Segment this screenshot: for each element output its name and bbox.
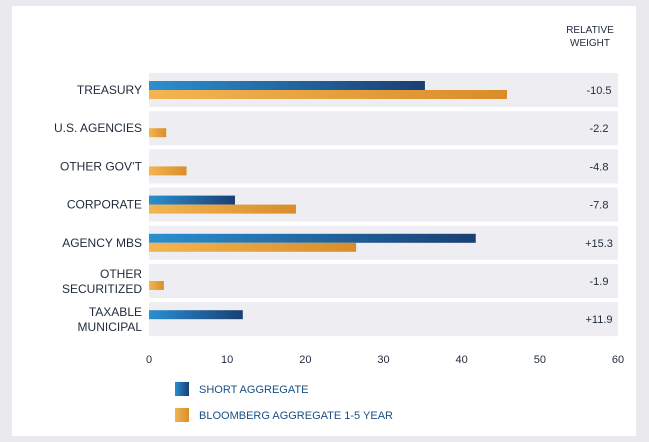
x-tick-40: 40 [456,354,468,366]
chart-panel: TREASURY U.S. AGENCIES OTHER GOV’T CORPORAT… [12,6,636,436]
x-tick-50: 50 [534,354,546,366]
category-label-agency-mbs: AGENCY MBS [62,236,142,250]
relative-weight-taxable-municipal: +11.9 [585,314,612,326]
bar-short-aggregate-corporate [149,195,235,205]
row-band-u-s-agencies [149,111,618,146]
bar-short-aggregate-agency-mbs [149,233,476,243]
x-tick-0: 0 [146,354,152,366]
category-label-corporate: CORPORATE [67,198,142,212]
relative-weight-other-gov-t: -4.8 [590,161,609,173]
bar-bloomberg-other-securitized [149,281,164,290]
bar-bloomberg-u-s-agencies [149,128,167,138]
category-label-other-securitized: OTHER SECURITIZED [62,267,142,296]
row-band-other-securitized [149,264,618,298]
legend-swatch-bloomberg [175,408,189,422]
legend-swatch-short-aggregate [175,382,189,396]
x-tick-30: 30 [377,354,389,366]
x-tick-60: 60 [612,354,624,366]
bar-bloomberg-treasury [149,90,508,99]
x-axis-ticks: 0 10 20 30 40 50 60 [146,354,624,366]
bar-bloomberg-agency-mbs [149,242,357,252]
bar-short-aggregate-taxable-municipal [149,310,243,320]
relative-weight-header-line2: WEIGHT [570,38,610,49]
category-label-treasury: TREASURY [77,83,142,97]
bar-bloomberg-other-gov-t [149,166,187,176]
category-label-u-s-agencies: U.S. AGENCIES [54,121,142,135]
relative-weight-bar-chart: TREASURY U.S. AGENCIES OTHER GOV’T CORPORAT… [54,25,624,422]
category-label-other-gov-t: OTHER GOV’T [60,159,143,173]
x-tick-10: 10 [221,354,233,366]
relative-weight-header-line1: RELATIVE [566,25,614,36]
legend: SHORT AGGREGATE BLOOMBERG AGGREGATE 1-5 … [175,382,393,422]
category-labels: TREASURY U.S. AGENCIES OTHER GOV’T CORPORAT… [54,83,143,334]
bar-bloomberg-corporate [149,204,296,214]
relative-weight-u-s-agencies: -2.2 [590,123,609,135]
relative-weight-corporate: -7.8 [590,200,609,212]
relative-weight-values: -10.5 -2.2 -4.8 -7.8 +15.3 -1.9 +11.9 [585,85,613,326]
relative-weight-other-securitized: -1.9 [590,276,609,288]
bar-short-aggregate-treasury [149,81,425,90]
x-tick-20: 20 [299,354,311,366]
relative-weight-agency-mbs: +15.3 [585,238,613,250]
row-band-other-gov-t [149,149,618,184]
category-label-taxable-municipal: TAXABLE MUNICIPAL [78,305,143,334]
bar-marks [149,81,508,320]
relative-weight-treasury: -10.5 [586,85,611,97]
legend-label-bloomberg: BLOOMBERG AGGREGATE 1-5 YEAR [199,410,393,422]
legend-label-short-aggregate: SHORT AGGREGATE [199,384,308,396]
